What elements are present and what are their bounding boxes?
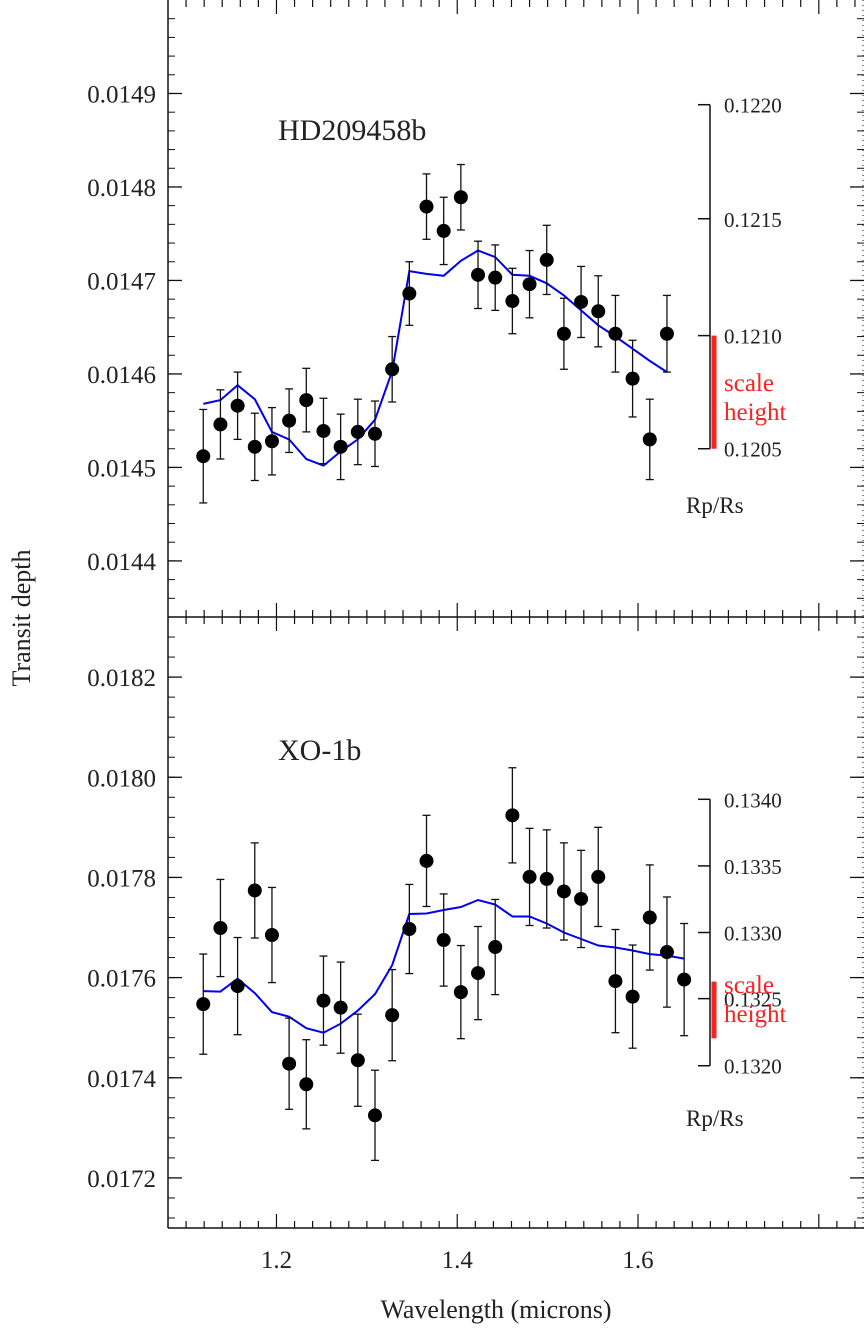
data-point bbox=[213, 417, 227, 431]
rp-rs-tick-label: 0.1205 bbox=[724, 438, 782, 462]
data-point bbox=[505, 294, 519, 308]
panel-xo-1b: 0.0172 0.0174 0.0176 0.0178 0.0180 0.0182 1.2 1… bbox=[87, 617, 864, 1274]
data-point bbox=[608, 974, 622, 988]
data-point bbox=[334, 1001, 348, 1015]
data-point bbox=[643, 432, 657, 446]
data-point bbox=[454, 985, 468, 999]
data-point bbox=[282, 1057, 296, 1071]
data-point bbox=[402, 287, 416, 301]
data-point bbox=[437, 933, 451, 947]
model-line bbox=[203, 251, 667, 466]
data-point bbox=[265, 434, 279, 448]
rp-rs-tick-label: 0.1220 bbox=[724, 94, 782, 118]
data-point bbox=[591, 870, 605, 884]
scale-height-label-2: height bbox=[724, 1001, 787, 1028]
data-point bbox=[523, 277, 537, 291]
rp-rs-label: Rp/Rs bbox=[686, 1106, 744, 1131]
panel-title: HD209458b bbox=[278, 114, 426, 147]
data-point bbox=[420, 854, 434, 868]
data-point bbox=[368, 427, 382, 441]
data-point bbox=[334, 440, 348, 454]
data-point bbox=[231, 399, 245, 413]
y-tick-label: 0.0178 bbox=[87, 865, 156, 892]
y-axis-label: Transit depth bbox=[7, 550, 36, 687]
y-tick-label: 0.0176 bbox=[87, 966, 156, 993]
x-tick-label: 1.2 bbox=[261, 1247, 292, 1274]
data-point bbox=[660, 945, 674, 959]
data-point bbox=[420, 200, 434, 214]
scale-height-label-1: scale bbox=[724, 972, 774, 999]
data-point bbox=[626, 990, 640, 1004]
data-point bbox=[437, 224, 451, 238]
data-point bbox=[626, 372, 640, 386]
data-point bbox=[231, 979, 245, 993]
data-point bbox=[488, 940, 502, 954]
data-point bbox=[574, 295, 588, 309]
rp-rs-tick-label: 0.1320 bbox=[724, 1055, 782, 1079]
data-point bbox=[368, 1108, 382, 1122]
data-point bbox=[316, 994, 330, 1008]
data-point bbox=[196, 449, 210, 463]
data-point bbox=[385, 362, 399, 376]
y-tick-label: 0.0146 bbox=[87, 362, 156, 389]
data-point bbox=[540, 872, 554, 886]
y-tick-label: 0.0182 bbox=[87, 665, 156, 692]
data-point bbox=[643, 910, 657, 924]
rp-rs-tick-label: 0.1215 bbox=[724, 208, 782, 232]
y-tick-label: 0.0144 bbox=[87, 549, 156, 576]
data-point bbox=[248, 440, 262, 454]
x-tick-label: 1.4 bbox=[442, 1247, 474, 1274]
data-point bbox=[385, 1008, 399, 1022]
data-point bbox=[540, 253, 554, 267]
data-point bbox=[299, 1077, 313, 1091]
rp-rs-tick-label: 0.1330 bbox=[724, 922, 782, 946]
y-tick-label: 0.0148 bbox=[87, 175, 156, 202]
y-tick-label: 0.0147 bbox=[87, 268, 156, 295]
data-point bbox=[557, 327, 571, 341]
y-tick-label: 0.0145 bbox=[87, 455, 156, 482]
data-point bbox=[488, 271, 502, 285]
data-point bbox=[454, 190, 468, 204]
data-point bbox=[471, 966, 485, 980]
data-point bbox=[608, 327, 622, 341]
data-point bbox=[574, 892, 588, 906]
data-point bbox=[282, 414, 296, 428]
data-point bbox=[557, 884, 571, 898]
data-point bbox=[471, 268, 485, 282]
rp-rs-tick-label: 0.1210 bbox=[724, 325, 782, 349]
data-point bbox=[660, 327, 674, 341]
y-tick-label: 0.0172 bbox=[87, 1166, 156, 1193]
scale-height-label-1: scale bbox=[724, 370, 774, 397]
panel-title: XO-1b bbox=[278, 734, 361, 767]
data-point bbox=[299, 393, 313, 407]
y-tick-label: 0.0180 bbox=[87, 765, 156, 792]
data-point bbox=[677, 973, 691, 987]
rp-rs-label: Rp/Rs bbox=[686, 493, 744, 518]
data-point bbox=[265, 928, 279, 942]
rp-rs-tick-label: 0.1340 bbox=[724, 788, 782, 812]
data-point bbox=[196, 997, 210, 1011]
y-tick-label: 0.0174 bbox=[87, 1066, 156, 1093]
data-point bbox=[248, 883, 262, 897]
rp-rs-tick-label: 0.1335 bbox=[724, 855, 782, 879]
x-axis-label: Wavelength (microns) bbox=[380, 1295, 611, 1324]
data-point bbox=[591, 304, 605, 318]
data-point bbox=[505, 808, 519, 822]
y-tick-label: 0.0149 bbox=[87, 81, 156, 108]
data-point bbox=[351, 1053, 365, 1067]
data-point bbox=[316, 424, 330, 438]
x-tick-label: 1.6 bbox=[622, 1247, 653, 1274]
data-point bbox=[213, 921, 227, 935]
panel-hd209458b: 0.0144 0.0145 0.0146 0.0147 0.0148 0.0149 HD20… bbox=[87, 0, 864, 617]
data-point bbox=[402, 922, 416, 936]
data-point bbox=[523, 870, 537, 884]
data-point bbox=[351, 425, 365, 439]
scale-height-label-2: height bbox=[724, 399, 787, 426]
